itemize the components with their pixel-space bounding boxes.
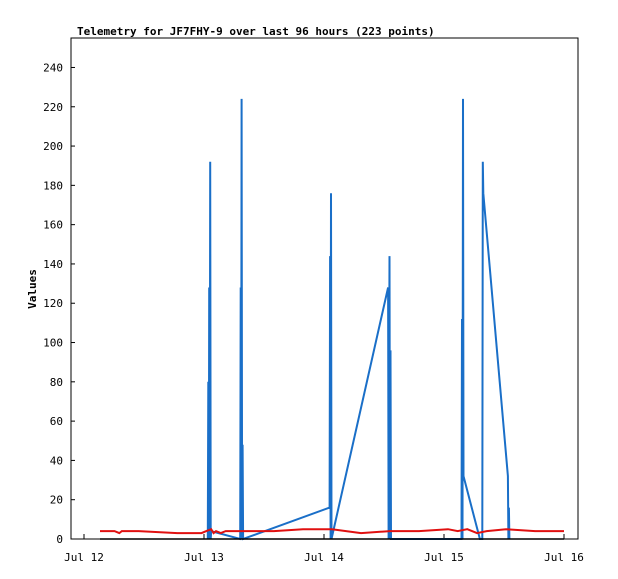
y-tick-label: 180 xyxy=(43,179,63,192)
y-tick-label: 200 xyxy=(43,140,63,153)
y-tick-label: 140 xyxy=(43,258,63,271)
y-tick-label: 240 xyxy=(43,61,63,74)
y-tick-label: 100 xyxy=(43,337,63,350)
y-axis-label: Values xyxy=(26,269,39,309)
y-tick-label: 60 xyxy=(50,415,63,428)
y-tick-label: 0 xyxy=(56,533,63,546)
series-line-0 xyxy=(206,98,511,541)
y-tick-label: 40 xyxy=(50,454,63,467)
y-tick-label: 220 xyxy=(43,101,63,114)
series-group xyxy=(100,98,564,541)
x-tick-label: Jul 13 xyxy=(184,551,224,564)
y-tick-label: 20 xyxy=(50,494,63,507)
x-tick-label: Jul 15 xyxy=(424,551,464,564)
y-tick-label: 120 xyxy=(43,297,63,310)
x-axis: Jul 12 Jul 13 Jul 14 Jul 15 Jul 16 xyxy=(64,534,584,564)
plot-frame xyxy=(70,37,579,540)
y-tick-label: 80 xyxy=(50,376,63,389)
x-tick-label: Jul 16 xyxy=(544,551,584,564)
x-tick-label: Jul 14 xyxy=(304,551,344,564)
chart-title: Telemetry for JF7FHY-9 over last 96 hour… xyxy=(77,25,435,38)
series-line-1 xyxy=(100,527,564,535)
y-axis: 0 20 40 60 80 100 120 140 160 180 200 220 240 xyxy=(43,61,75,546)
y-tick-label: 160 xyxy=(43,219,63,232)
x-tick-label: Jul 12 xyxy=(64,551,104,564)
